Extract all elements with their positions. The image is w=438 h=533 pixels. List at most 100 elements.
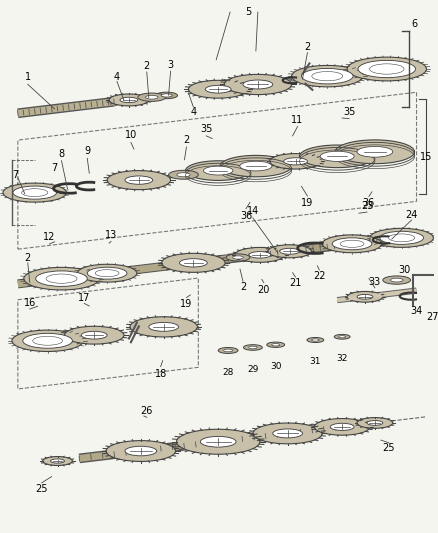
Text: 30: 30: [399, 265, 411, 275]
Ellipse shape: [334, 334, 350, 339]
Ellipse shape: [301, 68, 353, 84]
Ellipse shape: [3, 183, 67, 202]
Ellipse shape: [205, 85, 231, 93]
Text: 16: 16: [24, 298, 36, 308]
Ellipse shape: [300, 145, 375, 167]
Ellipse shape: [370, 228, 433, 247]
Ellipse shape: [161, 94, 172, 97]
Text: 18: 18: [155, 369, 167, 379]
Ellipse shape: [46, 274, 77, 284]
Ellipse shape: [312, 71, 343, 81]
Text: 4: 4: [191, 107, 197, 117]
Ellipse shape: [12, 330, 83, 351]
Text: 9: 9: [84, 147, 90, 156]
Text: 21: 21: [290, 278, 302, 288]
Ellipse shape: [23, 333, 72, 348]
Ellipse shape: [280, 248, 300, 254]
Ellipse shape: [380, 231, 424, 245]
Ellipse shape: [204, 166, 233, 175]
Text: 6: 6: [411, 19, 417, 29]
Ellipse shape: [33, 336, 63, 345]
Ellipse shape: [81, 332, 107, 339]
Ellipse shape: [311, 339, 319, 341]
Ellipse shape: [335, 140, 414, 164]
Ellipse shape: [357, 294, 373, 299]
Ellipse shape: [357, 417, 393, 429]
Ellipse shape: [169, 171, 198, 179]
Ellipse shape: [273, 429, 303, 438]
Ellipse shape: [268, 245, 311, 258]
Ellipse shape: [138, 93, 166, 101]
Ellipse shape: [347, 57, 427, 81]
Ellipse shape: [218, 348, 238, 353]
Ellipse shape: [220, 155, 292, 177]
Text: 30: 30: [270, 362, 282, 371]
Ellipse shape: [78, 264, 137, 282]
Ellipse shape: [87, 267, 127, 279]
Text: 8: 8: [58, 149, 64, 159]
Text: 28: 28: [223, 368, 234, 377]
Ellipse shape: [389, 234, 415, 242]
Ellipse shape: [145, 95, 158, 99]
Text: 32: 32: [336, 354, 348, 363]
Text: 1: 1: [25, 72, 31, 83]
Ellipse shape: [200, 437, 236, 447]
Text: 26: 26: [141, 406, 153, 416]
Ellipse shape: [367, 421, 383, 425]
Ellipse shape: [24, 268, 99, 290]
Text: 29: 29: [247, 365, 258, 374]
Ellipse shape: [249, 346, 257, 349]
Ellipse shape: [233, 256, 244, 259]
Ellipse shape: [162, 253, 225, 272]
Ellipse shape: [322, 235, 382, 253]
Text: 35: 35: [200, 124, 212, 134]
Ellipse shape: [95, 270, 119, 277]
Text: 23: 23: [361, 201, 373, 211]
Ellipse shape: [347, 292, 383, 302]
Text: 5: 5: [245, 7, 251, 17]
Ellipse shape: [332, 238, 372, 250]
Ellipse shape: [109, 94, 149, 106]
Ellipse shape: [106, 441, 176, 462]
Text: 13: 13: [105, 230, 117, 240]
Ellipse shape: [177, 429, 260, 454]
Ellipse shape: [390, 278, 403, 282]
Text: 36: 36: [363, 198, 375, 208]
Ellipse shape: [330, 423, 354, 431]
Ellipse shape: [149, 322, 179, 332]
Ellipse shape: [320, 151, 354, 161]
Ellipse shape: [383, 276, 410, 284]
Ellipse shape: [314, 418, 370, 435]
Text: 2: 2: [144, 61, 150, 71]
Text: 33: 33: [369, 277, 381, 287]
Ellipse shape: [340, 240, 364, 247]
Text: 2: 2: [304, 42, 311, 52]
Ellipse shape: [249, 252, 271, 258]
Ellipse shape: [224, 75, 292, 94]
Text: 25: 25: [382, 443, 395, 453]
Text: 19: 19: [180, 300, 193, 310]
Ellipse shape: [292, 66, 363, 87]
Ellipse shape: [130, 317, 198, 337]
Text: 7: 7: [51, 164, 58, 173]
Text: 2: 2: [25, 253, 31, 263]
Text: 34: 34: [410, 306, 423, 316]
Text: 36: 36: [240, 211, 252, 221]
Text: 3: 3: [167, 60, 173, 70]
Ellipse shape: [180, 259, 207, 267]
Ellipse shape: [243, 80, 273, 89]
Ellipse shape: [235, 247, 285, 262]
Ellipse shape: [36, 271, 87, 286]
Ellipse shape: [188, 80, 248, 98]
Ellipse shape: [244, 345, 262, 350]
Ellipse shape: [226, 254, 250, 261]
Ellipse shape: [267, 342, 285, 348]
Ellipse shape: [155, 92, 177, 99]
Text: 12: 12: [43, 232, 56, 242]
Text: 2: 2: [240, 282, 246, 292]
Text: 2: 2: [184, 135, 190, 145]
Ellipse shape: [272, 344, 280, 346]
Text: 20: 20: [258, 285, 270, 295]
Text: 14: 14: [247, 206, 259, 216]
Ellipse shape: [185, 161, 251, 180]
